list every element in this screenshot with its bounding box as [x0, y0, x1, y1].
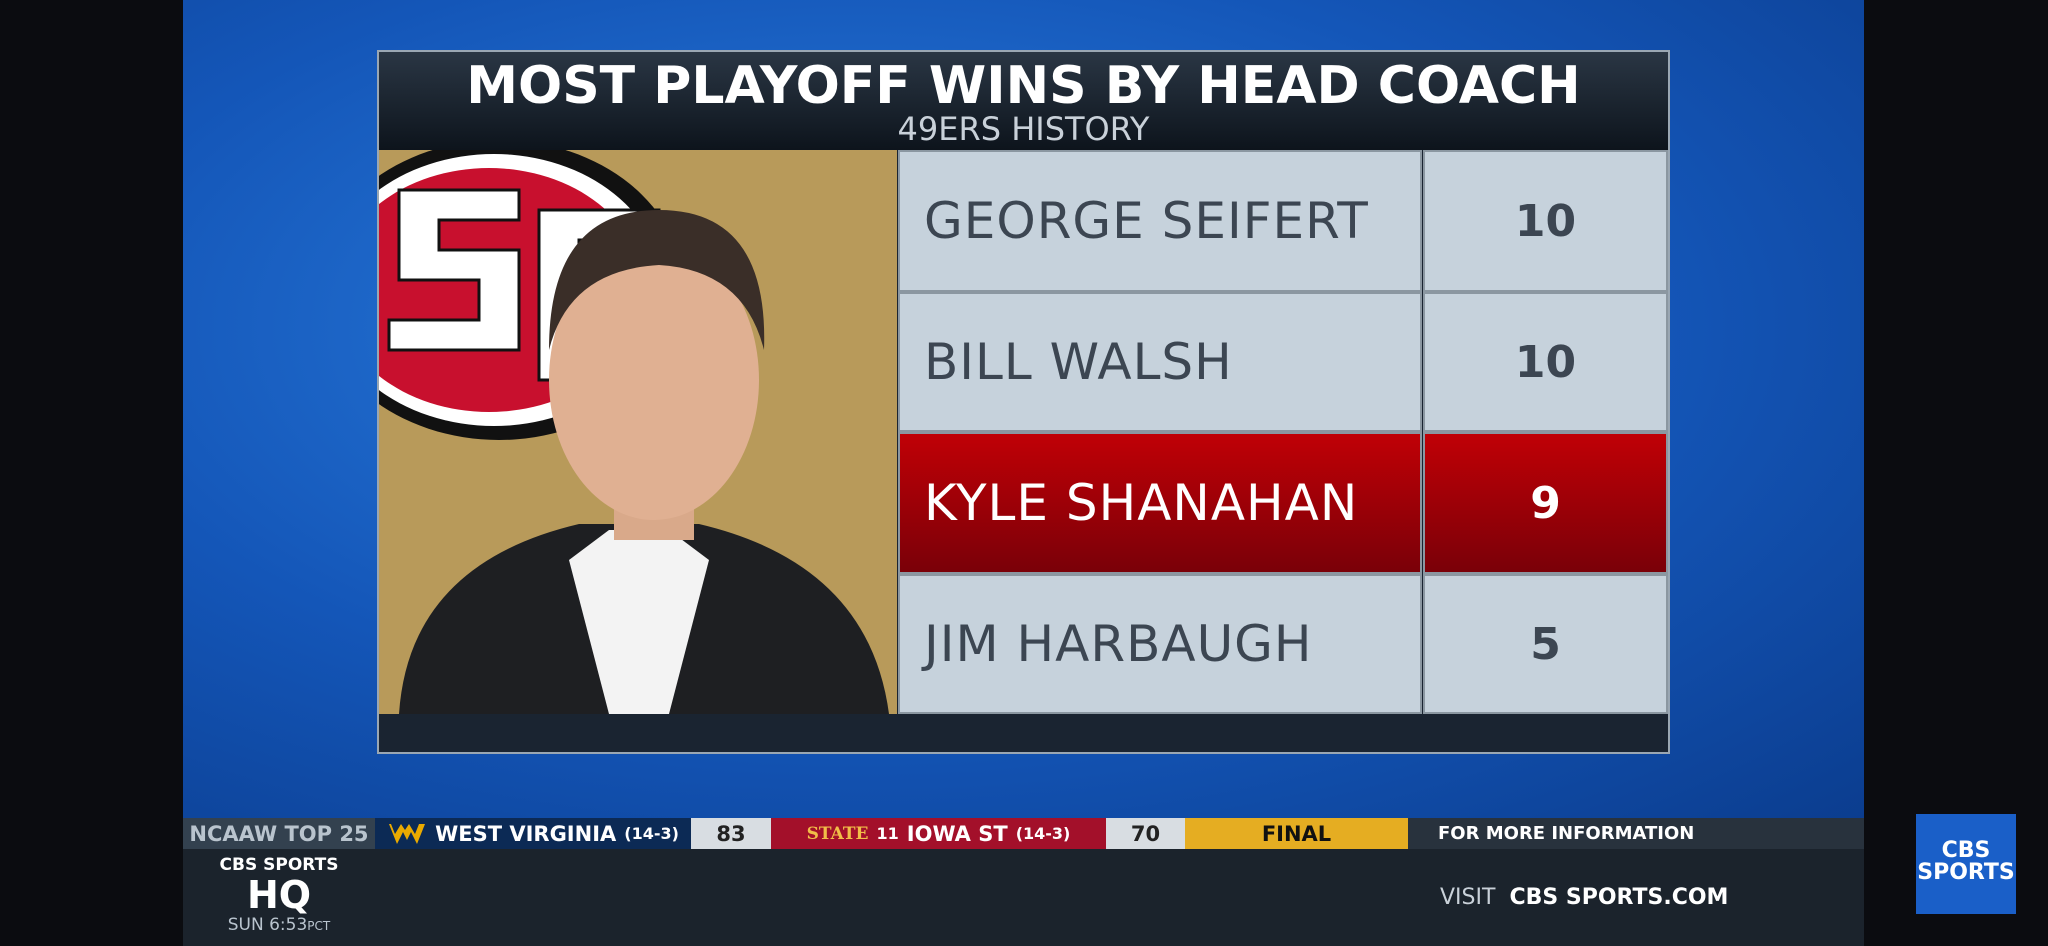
team-record: (14-3)	[624, 824, 679, 843]
time: SUN 6:53	[227, 915, 308, 935]
team-rank: 11	[876, 824, 899, 843]
wins: 10	[1423, 150, 1668, 292]
wins: 9	[1423, 432, 1668, 574]
corner-logo: CBS SPORTS	[1916, 814, 2016, 914]
coach-name: GEORGE SEIFERT	[898, 150, 1422, 292]
info: FOR MORE INFORMATION	[1408, 818, 1864, 849]
title: MOST PLAYOFF WINS BY HEAD COACH	[466, 56, 1581, 116]
game-status: FINAL	[1185, 818, 1408, 849]
show-time: SUN 6:53PCT	[183, 915, 375, 935]
score: 83	[691, 818, 771, 849]
team-logo: STATE	[806, 823, 869, 844]
coach-name: KYLE SHANAHAN	[898, 432, 1422, 574]
team-name: WEST VIRGINIA	[435, 821, 617, 846]
wins: 10	[1423, 292, 1668, 432]
wv-logo	[389, 823, 426, 844]
header: MOST PLAYOFF WINS BY HEAD COACH 49ERS HI…	[379, 52, 1668, 150]
ticker-label: NCAAW TOP 25	[183, 818, 375, 849]
zone: PCT	[307, 919, 331, 933]
network: CBS SPORTS	[219, 855, 339, 875]
team-name: IOWA ST	[906, 821, 1008, 846]
subtitle: 49ERS HISTORY	[897, 110, 1150, 148]
coach-name: JIM HARBAUGH	[898, 574, 1422, 714]
team-record: (14-3)	[1015, 824, 1071, 843]
coach-photo	[379, 150, 897, 714]
logo-line: CBS	[1941, 838, 1991, 863]
team2: STATE 11 IOWA ST (14-3)	[771, 818, 1106, 849]
visit: VISIT	[1440, 885, 1496, 910]
show-name: HQ	[246, 873, 312, 917]
wins: 5	[1423, 574, 1668, 714]
team1: WEST VIRGINIA (14-3)	[375, 818, 691, 849]
site: CBS SPORTS.COM	[1509, 885, 1729, 910]
visit-line: VISIT CBS SPORTS.COM	[1408, 849, 1864, 946]
score: 70	[1106, 818, 1185, 849]
show-bug: CBS SPORTS HQ SUN 6:53PCT	[183, 849, 375, 946]
logo-line: SPORTS	[1917, 860, 2015, 885]
graphic: MOST PLAYOFF WINS BY HEAD COACH 49ERS HI…	[377, 50, 1670, 754]
coach-name: BILL WALSH	[898, 292, 1422, 432]
